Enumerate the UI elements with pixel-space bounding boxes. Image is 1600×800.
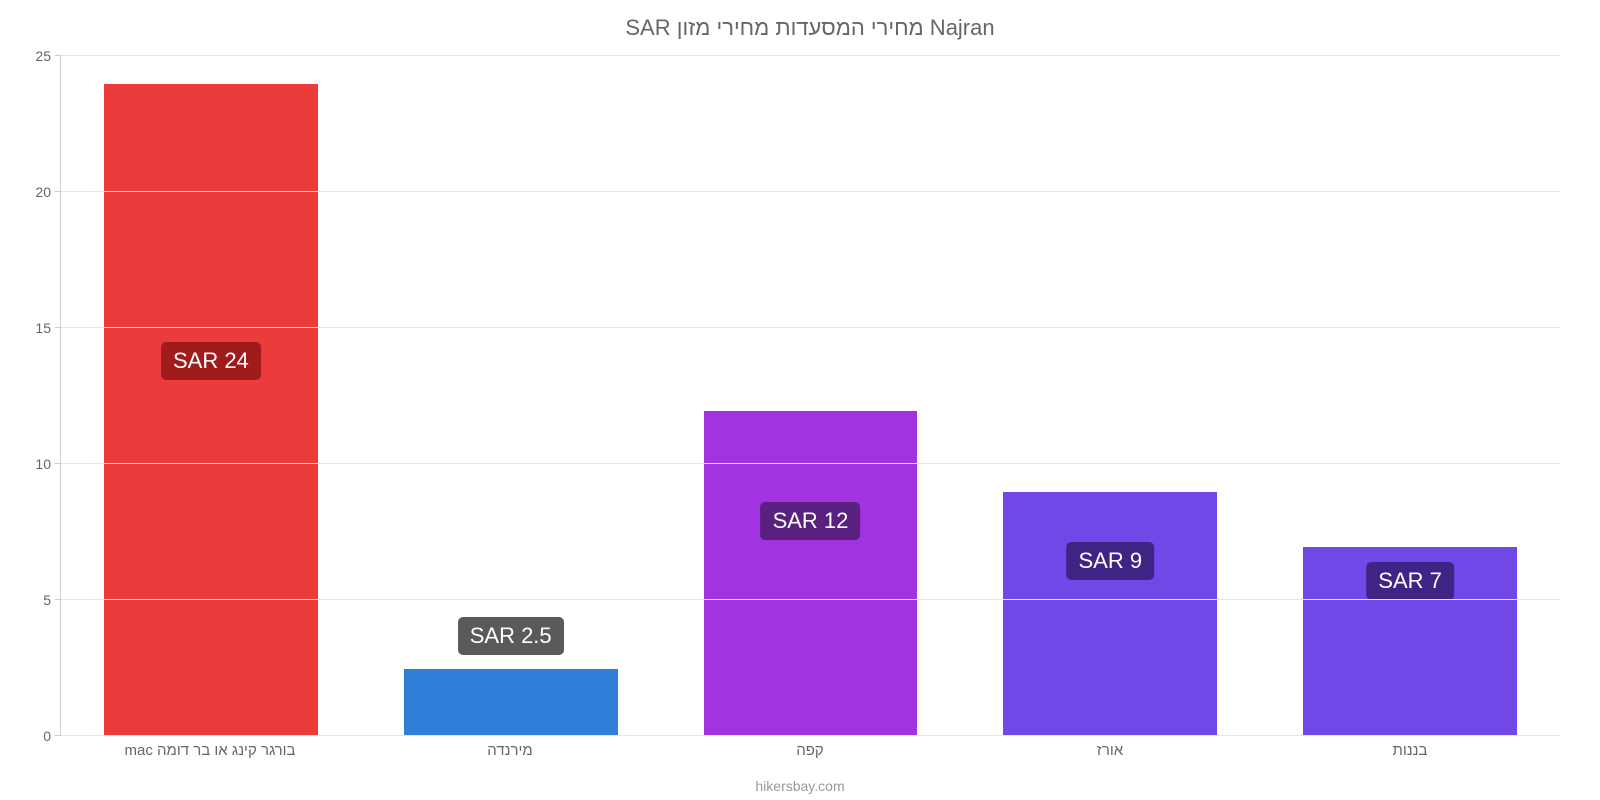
x-axis-labels: בורגר קינג או בר דומה macמירנדהקפהאורזבנ… — [60, 742, 1560, 759]
bar-slot: SAR 2.5 — [361, 56, 661, 736]
x-axis-label: מירנדה — [360, 742, 660, 759]
bar-value-label: SAR 9 — [1066, 542, 1154, 580]
y-tick-label: 10 — [35, 456, 61, 472]
y-tick-label: 15 — [35, 320, 61, 336]
chart-container: SAR מחירי המסעדות מחירי מזון Najran SAR … — [0, 0, 1600, 800]
grid-line — [61, 191, 1560, 192]
bar-value-label: SAR 7 — [1366, 562, 1454, 600]
grid-line — [61, 735, 1560, 736]
x-axis-label: בורגר קינג או בר דומה mac — [60, 742, 360, 759]
bar-slot: SAR 7 — [1260, 56, 1560, 736]
chart-title: SAR מחירי המסעדות מחירי מזון Najran — [60, 15, 1560, 41]
grid-line — [61, 327, 1560, 328]
bar: SAR 24 — [103, 83, 319, 736]
attribution-text: hikersbay.com — [0, 778, 1600, 794]
grid-line — [61, 55, 1560, 56]
bar-slot: SAR 24 — [61, 56, 361, 736]
x-axis-label: אורז — [960, 742, 1260, 759]
bar: SAR 12 — [703, 410, 919, 736]
plot-area: SAR 24SAR 2.5SAR 12SAR 9SAR 7 0510152025 — [60, 56, 1560, 736]
bar: SAR 9 — [1002, 491, 1218, 736]
y-tick-label: 0 — [43, 728, 61, 744]
bar-value-label: SAR 24 — [161, 342, 261, 380]
grid-line — [61, 599, 1560, 600]
y-tick-label: 25 — [35, 48, 61, 64]
x-axis-label: בננות — [1260, 742, 1560, 759]
grid-line — [61, 463, 1560, 464]
bars-row: SAR 24 SAR 2.5 SAR 12 SAR 9 SAR 7 — [61, 56, 1560, 736]
x-axis-label: קפה — [660, 742, 960, 759]
bar: SAR 2.5 — [403, 668, 619, 736]
bar-slot: SAR 9 — [960, 56, 1260, 736]
bar-slot: SAR 12 — [661, 56, 961, 736]
y-tick-label: 5 — [43, 592, 61, 608]
y-tick-label: 20 — [35, 184, 61, 200]
bar: SAR 7 — [1302, 546, 1518, 736]
bar-value-label: SAR 2.5 — [458, 617, 564, 655]
bar-value-label: SAR 12 — [761, 502, 861, 540]
